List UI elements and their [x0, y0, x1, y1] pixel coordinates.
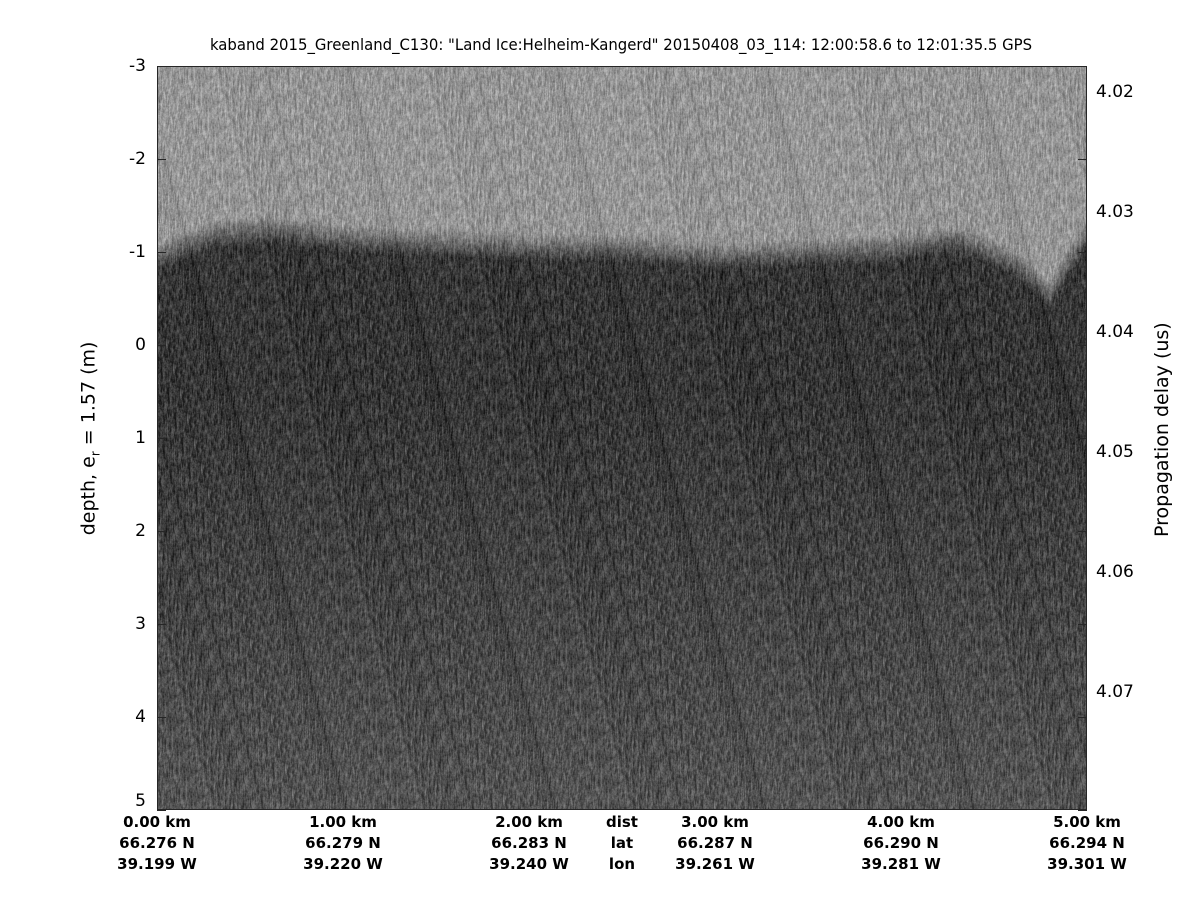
- y-tick-mark-left: [157, 810, 166, 811]
- y-tick-mark-left: [157, 66, 166, 67]
- y-tick-mark-left: [157, 345, 166, 346]
- x-tick-dist: 2.00 km: [495, 813, 563, 831]
- ylabel-left-subscript: r: [88, 451, 103, 457]
- y-tick-mark-left: [157, 531, 166, 532]
- x-tick-label-group: 4.00 km 66.290 N 39.281 W: [841, 812, 961, 875]
- x-tick-label-group: 1.00 km 66.279 N 39.220 W: [283, 812, 403, 875]
- x-tick-lon: 39.240 W: [489, 855, 569, 873]
- y-tick-label-right: 4.04: [1096, 322, 1134, 343]
- y-tick-mark-right: [1078, 66, 1087, 67]
- x-row-label: lon: [608, 855, 636, 873]
- y-tick-label-right: 4.03: [1096, 202, 1134, 223]
- x-tick-lat: 66.279 N: [305, 834, 381, 852]
- x-tick-lat: 66.287 N: [677, 834, 753, 852]
- y-tick-mark-right: [1078, 438, 1087, 439]
- x-tick-label-group: 2.00 km 66.283 N 39.240 W: [469, 812, 589, 875]
- x-tick-lon: 39.301 W: [1047, 855, 1127, 873]
- x-row-labels: dist lat lon: [562, 812, 682, 875]
- y-tick-mark-right: [1078, 159, 1087, 160]
- y-tick-label-right: 4.02: [1096, 82, 1134, 103]
- y-tick-label-left: 2: [135, 521, 146, 541]
- y-tick-label-right: 4.05: [1096, 442, 1134, 463]
- y-tick-label-left: -1: [129, 242, 146, 262]
- x-row-label: lat: [610, 834, 634, 852]
- y-tick-label-right: 4.07: [1096, 682, 1134, 703]
- y-tick-label-left: 1: [135, 428, 146, 448]
- plot-area: [157, 66, 1087, 810]
- y-axis-label-right: Propagation delay (us): [1151, 322, 1173, 537]
- x-tick-lat: 66.276 N: [119, 834, 195, 852]
- y-tick-mark-left: [157, 159, 166, 160]
- y-tick-mark-right: [1078, 624, 1087, 625]
- echogram-image: [157, 66, 1087, 810]
- x-tick-dist: 5.00 km: [1053, 813, 1121, 831]
- x-tick-dist: 4.00 km: [867, 813, 935, 831]
- y-tick-mark-right: [1078, 531, 1087, 532]
- y-tick-mark-left: [157, 252, 166, 253]
- x-tick-dist: 3.00 km: [681, 813, 749, 831]
- y-tick-label-left: -2: [129, 149, 146, 169]
- y-tick-mark-left: [157, 438, 166, 439]
- y-tick-label-right: 4.06: [1096, 562, 1134, 583]
- x-tick-lat: 66.283 N: [491, 834, 567, 852]
- y-axis-label-left: depth, er = 1.57 (m): [78, 338, 103, 538]
- y-tick-label-left: 5: [135, 791, 146, 811]
- chart-title: kaband 2015_Greenland_C130: "Land Ice:He…: [209, 35, 1033, 54]
- ylabel-left-suffix: = 1.57 (m): [77, 341, 100, 452]
- x-tick-label-group: 3.00 km 66.287 N 39.261 W: [655, 812, 775, 875]
- x-tick-dist: 1.00 km: [309, 813, 377, 831]
- x-tick-label-group: 0.00 km 66.276 N 39.199 W: [97, 812, 217, 875]
- x-row-label: dist: [606, 813, 638, 831]
- y-tick-mark-right: [1078, 345, 1087, 346]
- y-tick-mark-right: [1078, 717, 1087, 718]
- x-tick-lat: 66.290 N: [863, 834, 939, 852]
- ylabel-left-text: depth, e: [77, 456, 100, 536]
- y-tick-label-left: 4: [135, 707, 146, 727]
- y-tick-label-left: 3: [135, 614, 146, 634]
- x-tick-lon: 39.220 W: [303, 855, 383, 873]
- y-tick-mark-left: [157, 717, 166, 718]
- y-tick-mark-right: [1078, 252, 1087, 253]
- y-tick-label-left: -3: [129, 56, 146, 76]
- x-tick-lon: 39.199 W: [117, 855, 197, 873]
- x-tick-dist: 0.00 km: [123, 813, 191, 831]
- x-tick-lon: 39.261 W: [675, 855, 755, 873]
- x-tick-lat: 66.294 N: [1049, 834, 1125, 852]
- y-tick-mark-right: [1078, 810, 1087, 811]
- x-tick-lon: 39.281 W: [861, 855, 941, 873]
- y-tick-mark-left: [157, 624, 166, 625]
- y-tick-label-left: 0: [135, 335, 146, 355]
- x-tick-label-group: 5.00 km 66.294 N 39.301 W: [1027, 812, 1147, 875]
